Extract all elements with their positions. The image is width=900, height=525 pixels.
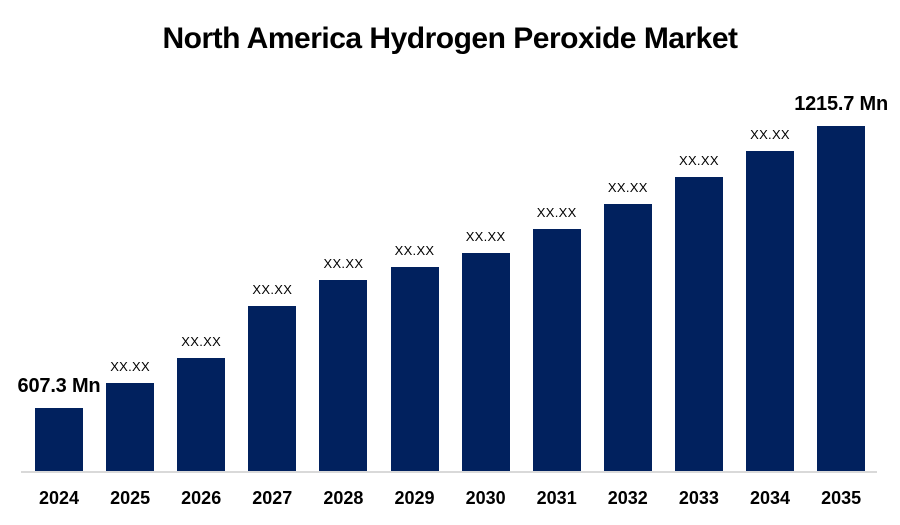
x-axis-tick-label-2034: 2034 bbox=[749, 488, 791, 508]
x-axis-tick-label-2029: 2029 bbox=[394, 488, 435, 508]
bar-value-label-2032: XX.XX bbox=[607, 180, 648, 195]
bar-value-label-2024: 607.3 Mn bbox=[17, 375, 101, 397]
bar-2029 bbox=[390, 267, 439, 472]
bar-2033 bbox=[674, 177, 723, 472]
x-axis-tick-label-2031: 2031 bbox=[536, 488, 577, 508]
x-axis-tick-label-2035: 2035 bbox=[821, 488, 862, 508]
bar-2035 bbox=[817, 126, 866, 472]
x-axis-tick-label-2024: 2024 bbox=[38, 488, 80, 508]
x-axis-line bbox=[21, 471, 877, 473]
x-axis-tick-label-2032: 2032 bbox=[607, 488, 648, 508]
bar-2028 bbox=[319, 280, 368, 472]
bar-value-label-2033: XX.XX bbox=[678, 153, 719, 168]
bar-value-label-2025: XX.XX bbox=[110, 359, 150, 374]
bar-value-label-2027: XX.XX bbox=[252, 282, 293, 297]
bar-2031 bbox=[532, 229, 581, 472]
bar-2024 bbox=[35, 408, 83, 472]
x-axis-tick-label-2027: 2027 bbox=[252, 488, 293, 508]
bar-value-label-2030: XX.XX bbox=[465, 229, 506, 244]
x-axis-tick-label-2028: 2028 bbox=[323, 488, 364, 508]
bar-value-label-2035: 1215.7 Mn bbox=[794, 93, 888, 115]
bar-2030 bbox=[461, 253, 510, 472]
x-axis-tick-label-2033: 2033 bbox=[678, 488, 719, 508]
bar-value-label-2028: XX.XX bbox=[323, 256, 364, 271]
bar-2025 bbox=[106, 383, 155, 472]
x-axis-tick-label-2030: 2030 bbox=[465, 488, 506, 508]
bar-value-label-2026: XX.XX bbox=[181, 334, 222, 349]
x-axis-tick-label-2025: 2025 bbox=[110, 488, 151, 508]
bar-2027 bbox=[248, 306, 297, 472]
bar-value-label-2034: XX.XX bbox=[750, 127, 790, 142]
x-axis-tick-label-2026: 2026 bbox=[181, 488, 222, 508]
bar-2032 bbox=[603, 204, 652, 472]
bar-value-label-2031: XX.XX bbox=[536, 205, 577, 220]
bar-value-label-2029: XX.XX bbox=[394, 243, 435, 258]
bar-2034 bbox=[746, 151, 794, 472]
chart-title: North America Hydrogen Peroxide Market bbox=[162, 22, 738, 55]
bar-2026 bbox=[177, 358, 226, 472]
